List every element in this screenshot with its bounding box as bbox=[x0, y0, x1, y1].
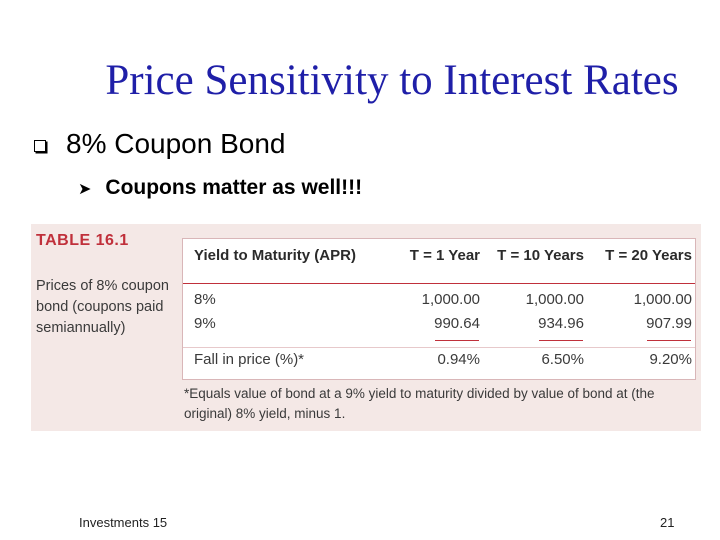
table-cell: 990.64 bbox=[434, 315, 480, 332]
header-cell: T = 1 Year bbox=[409, 247, 480, 264]
table-caption: Prices of 8% coupon bond (coupons paid s… bbox=[36, 278, 169, 336]
table-figure: TABLE 16.1 Prices of 8% coupon bond (cou… bbox=[31, 224, 701, 431]
table-cell: 9.20% bbox=[649, 351, 692, 368]
sub-bullet-text: Coupons matter as well!!! bbox=[105, 176, 363, 199]
table-cell: 934.96 bbox=[538, 315, 584, 332]
table-cell: 6.50% bbox=[541, 351, 584, 368]
table-label: TABLE 16.1 bbox=[36, 232, 129, 249]
bullet-level-2: ➤ Coupons matter as well!!! bbox=[78, 172, 362, 204]
page-number: 21 bbox=[660, 515, 675, 530]
table-cell: 1,000.00 bbox=[421, 291, 480, 308]
table-cell: 1,000.00 bbox=[633, 291, 692, 308]
table-cell: 8% bbox=[194, 291, 216, 308]
header-cell: T = 20 Years bbox=[605, 247, 692, 264]
cell-underline bbox=[539, 340, 583, 341]
table-cell: 907.99 bbox=[646, 315, 692, 332]
header-divider bbox=[183, 283, 695, 284]
bullet-text: 8% Coupon Bond bbox=[66, 128, 286, 159]
slide-title: Price Sensitivity to Interest Rates bbox=[105, 57, 679, 104]
table-row: 9% 990.64 934.96 907.99 bbox=[183, 315, 695, 332]
header-cell: Yield to Maturity (APR) bbox=[194, 247, 356, 264]
table-cell: Fall in price (%)* bbox=[194, 351, 305, 368]
table-footnote: *Equals value of bond at a 9% yield to m… bbox=[184, 386, 655, 421]
footer-course: Investments 15 bbox=[79, 515, 168, 530]
table-cell: 0.94% bbox=[437, 351, 480, 368]
price-table: Yield to Maturity (APR) T = 1 Year T = 1… bbox=[182, 238, 696, 380]
arrowhead-bullet-icon: ➤ bbox=[78, 181, 92, 198]
square-bullet-icon bbox=[34, 140, 46, 152]
bullet-level-1: 8% Coupon Bond bbox=[34, 126, 286, 162]
header-cell: T = 10 Years bbox=[497, 247, 584, 264]
cell-underline bbox=[435, 340, 479, 341]
table-cell: 1,000.00 bbox=[525, 291, 584, 308]
table-row: 8% 1,000.00 1,000.00 1,000.00 bbox=[183, 291, 695, 308]
row-divider bbox=[183, 347, 695, 348]
table-row: Fall in price (%)* 0.94% 6.50% 9.20% bbox=[183, 351, 695, 368]
table-cell: 9% bbox=[194, 315, 216, 332]
cell-underline bbox=[647, 340, 691, 341]
table-header-row: Yield to Maturity (APR) T = 1 Year T = 1… bbox=[183, 247, 695, 264]
